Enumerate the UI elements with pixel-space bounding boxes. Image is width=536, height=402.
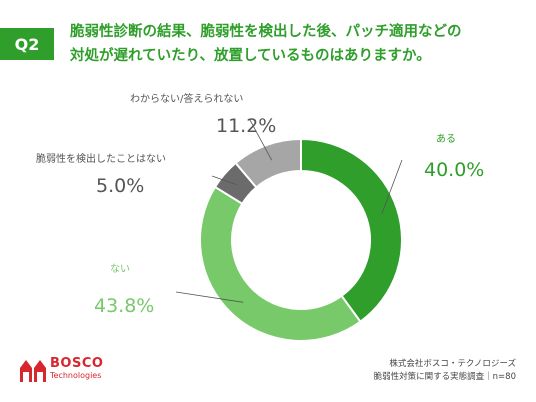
leader-line-3 xyxy=(211,175,237,185)
title-line-1: 脆弱性診断の結果、脆弱性を検出した後、パッチ適用などの xyxy=(70,24,462,40)
slice-labels: ある 40.0% ない 43.8% 脆弱性を検出したことはない 5.0% わからない/答えら… xyxy=(36,92,484,317)
leader-line-4 xyxy=(249,119,273,161)
slice-category-label-2: ない xyxy=(110,263,130,275)
donut-slice-4 xyxy=(234,137,302,189)
title-line-2: 対処が遅れていたり、放置しているものはありますか。 xyxy=(70,48,431,64)
source-survey: 脆弱性対策に関する実態調査｜n=80 xyxy=(373,372,516,382)
slice-value-label-4: 11.2% xyxy=(216,115,276,137)
slice-value-label-1: 40.0% xyxy=(424,159,484,181)
source-note: 株式会社ボスコ・テクノロジーズ 脆弱性対策に関する実態調査｜n=80 xyxy=(374,358,516,384)
donut-slices xyxy=(199,137,403,342)
question-badge: Q2 xyxy=(0,28,54,60)
slice-value-label-3: 5.0% xyxy=(96,175,144,197)
source-company: 株式会社ボスコ・テクノロジーズ xyxy=(389,359,516,369)
slice-value-label-2: 43.8% xyxy=(94,295,154,317)
logo-name: BOSCO xyxy=(50,356,104,371)
page-title: 脆弱性診断の結果、脆弱性を検出した後、パッチ適用などの 対処が遅れていたり、放置… xyxy=(70,20,520,68)
leader-line-1 xyxy=(381,159,403,214)
slice-category-label-1: ある xyxy=(436,133,456,145)
slice-category-label-3: 脆弱性を検出したことはない xyxy=(36,152,166,165)
leader-lines xyxy=(175,119,403,303)
donut-slice-1 xyxy=(300,137,403,324)
bosco-logo-icon xyxy=(20,360,46,382)
donut-slice-2 xyxy=(199,185,362,342)
slice-category-label-4: わからない/答えられない xyxy=(130,92,243,105)
leader-line-2 xyxy=(175,291,244,303)
logo-sub: Technologies xyxy=(50,371,102,380)
